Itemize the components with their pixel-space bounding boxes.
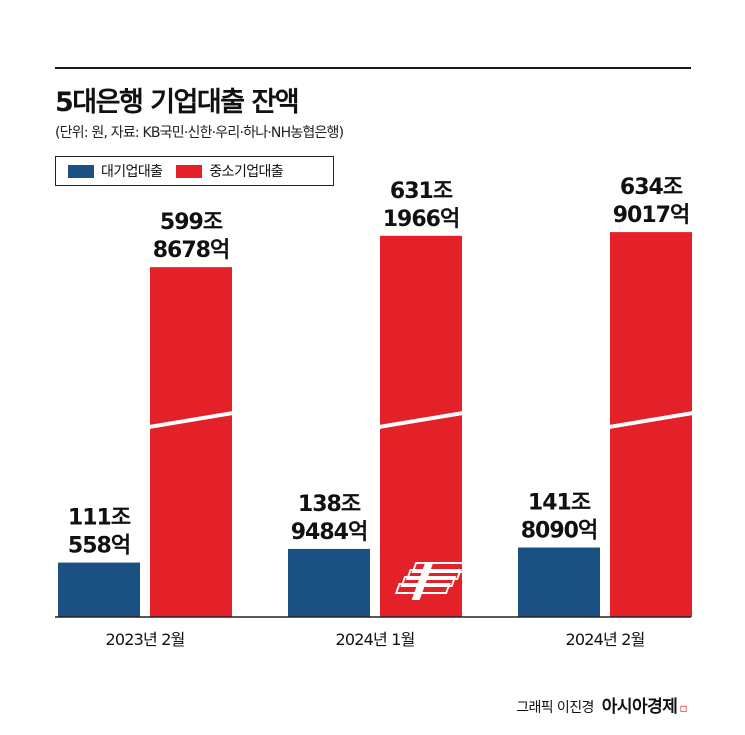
legend-label-large: 대기업대출	[101, 164, 163, 180]
legend-item-sme: 중소기업대출	[176, 161, 284, 181]
axis-break-0	[149, 411, 233, 429]
data-label-1-1-a: 631조	[390, 179, 453, 204]
legend-item-large: 대기업대출	[68, 161, 163, 181]
money-stack-icon-layer-1	[400, 576, 457, 587]
data-label-0-1-a: 138조	[298, 492, 361, 517]
money-stack-icon-layer-3	[411, 562, 468, 573]
credit: 그래픽 이진경 아시아경제 ▫	[516, 692, 687, 717]
credit-text: 그래픽 이진경	[516, 700, 594, 716]
data-label-1-2-a: 634조	[620, 175, 683, 200]
brand-logo: 아시아경제	[601, 697, 678, 717]
x-tick-label-0: 2023년 2월	[105, 630, 184, 649]
legend: 대기업대출 중소기업대출	[55, 156, 334, 186]
axis-break-1	[379, 411, 463, 429]
chart-subtitle: (단위: 원, 자료: KB국민·신한·우리·하나·NH농협은행)	[55, 125, 344, 141]
legend-label-sme: 중소기업대출	[209, 164, 284, 180]
data-label-1-2-b: 9017억	[613, 203, 689, 228]
data-label-0-0-a: 111조	[68, 506, 131, 531]
data-label-1-0-b: 8678억	[153, 238, 229, 263]
legend-swatch-large	[68, 164, 94, 178]
data-label-1-0-a: 599조	[160, 210, 223, 235]
bar-0-1	[288, 548, 370, 617]
money-stack-icon-layer-2	[405, 569, 462, 580]
data-label-0-2-b: 8090억	[521, 519, 597, 544]
money-stack-icon-band	[411, 562, 434, 600]
data-label-0-2-a: 141조	[528, 491, 591, 516]
axis-break-2	[609, 411, 693, 429]
x-tick-label-2: 2024년 2월	[565, 630, 644, 649]
bar-1-0	[150, 267, 232, 617]
brand-mark-icon: ▫	[679, 701, 687, 715]
data-label-1-1-b: 1966억	[383, 207, 459, 232]
x-tick-label-1: 2024년 1월	[335, 630, 414, 649]
chart-title: 5대은행 기업대출 잔액	[55, 87, 300, 118]
data-label-0-0-b: 558억	[68, 534, 130, 559]
top-rule	[55, 67, 691, 69]
bar-0-2	[518, 547, 600, 617]
data-label-0-1-b: 9484억	[291, 520, 367, 545]
bar-0-0	[58, 562, 140, 617]
legend-swatch-sme	[176, 164, 203, 178]
